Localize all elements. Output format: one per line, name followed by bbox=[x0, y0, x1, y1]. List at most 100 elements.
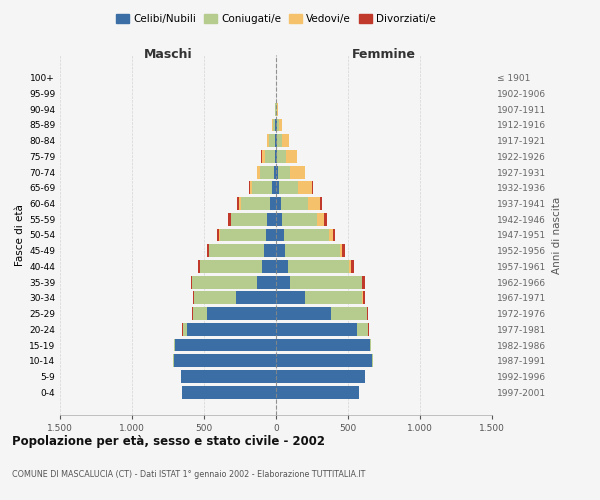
Bar bbox=[277, 134, 282, 147]
Bar bbox=[276, 213, 283, 226]
Bar bbox=[193, 292, 194, 304]
Legend: Celibi/Nubili, Coniugati/e, Vedovi/e, Divorziati/e: Celibi/Nubili, Coniugati/e, Vedovi/e, Di… bbox=[112, 10, 440, 29]
Bar bbox=[193, 307, 207, 320]
Bar bbox=[207, 307, 276, 320]
Bar bbox=[275, 118, 276, 132]
Bar bbox=[241, 197, 269, 210]
Bar bbox=[230, 213, 232, 226]
Bar bbox=[193, 276, 257, 288]
Bar bbox=[276, 338, 370, 351]
Bar bbox=[276, 386, 359, 398]
Bar bbox=[277, 103, 278, 116]
Bar bbox=[349, 260, 351, 273]
Bar bbox=[351, 260, 354, 273]
Bar bbox=[265, 244, 276, 257]
Y-axis label: Anni di nascita: Anni di nascita bbox=[551, 196, 562, 274]
Bar bbox=[175, 338, 276, 351]
Bar bbox=[275, 103, 276, 116]
Text: COMUNE DI MASCALUCIA (CT) - Dati ISTAT 1° gennaio 2002 - Elaborazione TUTTITALIA: COMUNE DI MASCALUCIA (CT) - Dati ISTAT 1… bbox=[12, 470, 365, 479]
Bar bbox=[276, 166, 278, 178]
Bar bbox=[267, 134, 269, 147]
Bar bbox=[269, 197, 276, 210]
Bar bbox=[284, 228, 329, 241]
Bar bbox=[312, 182, 313, 194]
Bar bbox=[286, 150, 297, 163]
Bar bbox=[236, 197, 239, 210]
Bar bbox=[276, 182, 279, 194]
Bar bbox=[182, 386, 276, 398]
Bar bbox=[187, 323, 276, 336]
Bar bbox=[279, 182, 298, 194]
Bar bbox=[276, 370, 365, 383]
Bar bbox=[367, 307, 368, 320]
Bar bbox=[276, 197, 281, 210]
Bar bbox=[277, 118, 279, 132]
Bar bbox=[252, 182, 272, 194]
Bar bbox=[262, 260, 276, 273]
Bar bbox=[279, 118, 282, 132]
Bar bbox=[276, 244, 286, 257]
Bar bbox=[276, 354, 373, 367]
Bar bbox=[191, 276, 192, 288]
Bar bbox=[276, 228, 284, 241]
Bar bbox=[276, 276, 290, 288]
Bar bbox=[250, 182, 252, 194]
Bar bbox=[274, 166, 276, 178]
Bar bbox=[362, 276, 365, 288]
Bar bbox=[281, 197, 308, 210]
Y-axis label: Fasce di età: Fasce di età bbox=[15, 204, 25, 266]
Bar bbox=[257, 166, 260, 178]
Bar bbox=[249, 182, 250, 194]
Bar bbox=[320, 197, 322, 210]
Bar bbox=[181, 370, 276, 383]
Bar bbox=[276, 134, 277, 147]
Bar bbox=[275, 150, 276, 163]
Bar bbox=[228, 213, 230, 226]
Bar bbox=[287, 260, 349, 273]
Bar bbox=[276, 118, 277, 132]
Bar bbox=[239, 197, 241, 210]
Bar bbox=[275, 134, 276, 147]
Bar bbox=[308, 197, 320, 210]
Text: Femmine: Femmine bbox=[352, 48, 416, 60]
Bar bbox=[220, 228, 266, 241]
Bar bbox=[332, 228, 335, 241]
Bar bbox=[276, 292, 305, 304]
Bar bbox=[182, 323, 187, 336]
Bar bbox=[265, 150, 275, 163]
Bar bbox=[298, 182, 312, 194]
Bar bbox=[209, 244, 265, 257]
Bar bbox=[260, 166, 274, 178]
Bar bbox=[266, 228, 276, 241]
Bar bbox=[236, 292, 276, 304]
Bar bbox=[194, 292, 236, 304]
Bar bbox=[174, 354, 276, 367]
Bar bbox=[363, 292, 365, 304]
Bar bbox=[317, 213, 324, 226]
Bar bbox=[207, 244, 209, 257]
Bar bbox=[290, 166, 305, 178]
Bar bbox=[272, 118, 275, 132]
Bar bbox=[368, 323, 369, 336]
Bar bbox=[286, 244, 340, 257]
Bar bbox=[276, 307, 331, 320]
Bar bbox=[305, 292, 362, 304]
Bar bbox=[331, 307, 367, 320]
Bar bbox=[276, 103, 277, 116]
Bar bbox=[290, 276, 362, 288]
Bar bbox=[276, 323, 356, 336]
Bar bbox=[173, 354, 174, 367]
Bar bbox=[257, 276, 276, 288]
Bar bbox=[277, 150, 286, 163]
Bar bbox=[324, 213, 327, 226]
Bar bbox=[269, 134, 275, 147]
Bar bbox=[356, 323, 368, 336]
Bar bbox=[340, 244, 342, 257]
Bar bbox=[282, 134, 289, 147]
Bar bbox=[276, 260, 287, 273]
Bar bbox=[217, 228, 219, 241]
Bar bbox=[268, 213, 276, 226]
Bar bbox=[276, 150, 277, 163]
Bar bbox=[370, 338, 371, 351]
Bar bbox=[283, 213, 317, 226]
